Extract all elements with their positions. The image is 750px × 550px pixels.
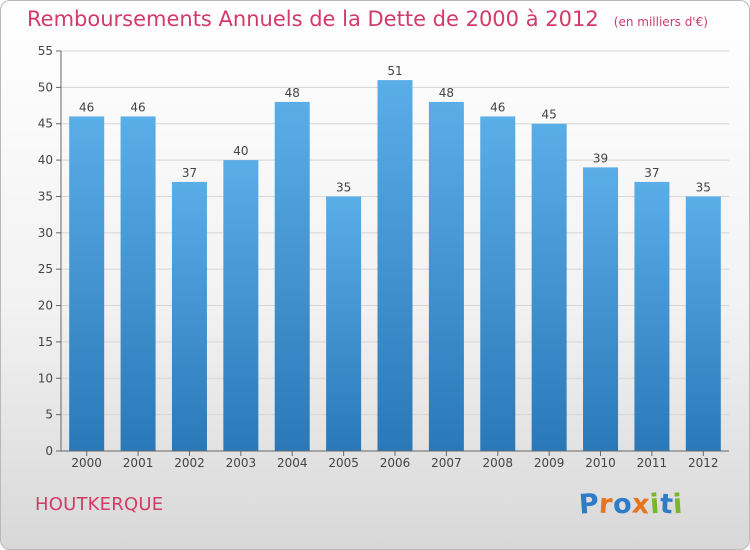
y-tick-label: 40 [38, 153, 53, 167]
bar [685, 196, 721, 451]
x-tick-label: 2005 [328, 456, 359, 470]
bar [69, 116, 105, 452]
bar [531, 123, 567, 452]
bar-value-label: 46 [490, 100, 505, 114]
x-tick-label: 2007 [431, 456, 462, 470]
bar-value-label: 51 [387, 64, 402, 78]
x-tick-label: 2001 [123, 456, 154, 470]
title-row: Remboursements Annuels de la Dette de 20… [27, 7, 708, 31]
bar [171, 181, 207, 451]
bar [583, 167, 619, 451]
bar [223, 160, 259, 451]
proxiti-logo: Proxiti [577, 488, 685, 521]
y-tick-label: 35 [38, 189, 53, 203]
bar-value-label: 40 [233, 144, 248, 158]
bar-value-label: 37 [644, 166, 659, 180]
bar [377, 80, 413, 451]
bar-value-label: 35 [696, 180, 711, 194]
bar-value-label: 45 [542, 108, 557, 122]
bar-value-label: 39 [593, 151, 608, 165]
y-tick-label: 15 [38, 335, 53, 349]
x-tick-label: 2009 [534, 456, 565, 470]
axes: 0 5 10 15 20 25 30 35 40 45 50 55 2000 2001 2002 2003 20… [38, 44, 729, 470]
y-tick-label: 45 [38, 117, 53, 131]
bar [428, 101, 464, 451]
x-tick-label: 2012 [688, 456, 719, 470]
bar [326, 196, 362, 451]
y-tick-label: 10 [38, 371, 53, 385]
bar-value-label: 46 [130, 100, 145, 114]
x-tick-label: 2008 [482, 456, 513, 470]
y-tick-label: 20 [38, 299, 53, 313]
x-tick-label: 2010 [585, 456, 616, 470]
bar [480, 116, 516, 452]
x-tick-label: 2002 [174, 456, 205, 470]
bar-value-label: 35 [336, 180, 351, 194]
y-tick-label: 30 [38, 226, 53, 240]
bar-value-label: 48 [285, 86, 300, 100]
x-tick-label: 2011 [637, 456, 668, 470]
bar-value-label: 37 [182, 166, 197, 180]
y-tick-label: 0 [45, 444, 53, 458]
bar-value-label: 48 [439, 86, 454, 100]
x-tick-label: 2004 [277, 456, 308, 470]
y-tick-label: 55 [38, 44, 53, 58]
chart-subtitle: (en milliers d'€) [613, 15, 708, 29]
chart-title: Remboursements Annuels de la Dette de 20… [27, 7, 599, 31]
logo-letter: o [612, 488, 634, 521]
x-tick-label: 2006 [380, 456, 411, 470]
logo-letter: i [672, 488, 685, 521]
bar [634, 181, 670, 451]
bar-value-label: 46 [79, 100, 94, 114]
bar [120, 116, 156, 452]
bar [274, 101, 310, 451]
y-tick-label: 25 [38, 262, 53, 276]
commune-name: HOUTKERQUE [35, 494, 164, 515]
y-tick-label: 5 [45, 408, 53, 422]
x-tick-label: 2003 [226, 456, 257, 470]
bars: 46 46 37 40 48 35 51 48 46 45 39 37 35 [69, 64, 721, 452]
logo-letter: P [577, 488, 601, 521]
logo-letter: x [631, 488, 652, 521]
x-tick-label: 2000 [71, 456, 102, 470]
y-tick-label: 50 [38, 80, 53, 94]
